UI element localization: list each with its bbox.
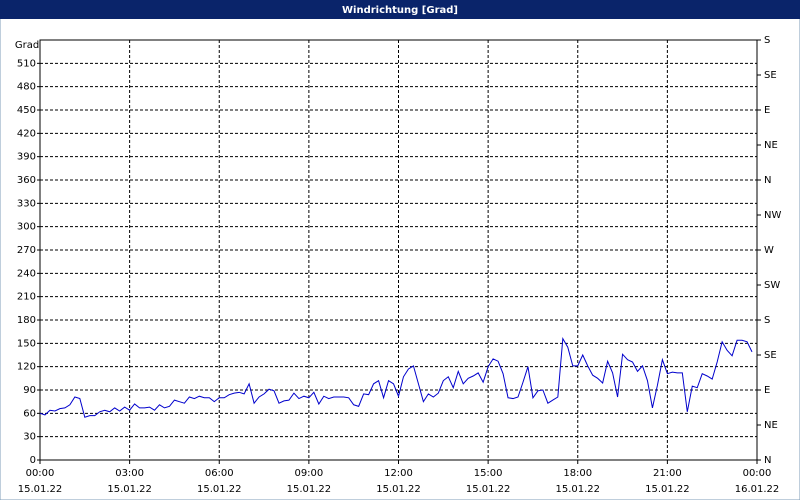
chart-title: Windrichtung [Grad] <box>342 5 458 16</box>
y2-tick-label: NE <box>764 140 778 151</box>
y-tick-label: 420 <box>17 128 36 139</box>
y-tick-label: 180 <box>17 315 36 326</box>
x-tick-date: 15.01.22 <box>107 484 152 495</box>
y-tick-label: 330 <box>17 198 36 209</box>
y2-tick-label: W <box>764 245 774 256</box>
y2-tick-label: NW <box>764 210 781 221</box>
data-line <box>39 337 753 418</box>
x-tick-label: 00:00 <box>26 468 55 479</box>
y-axis-label: Grad <box>15 40 39 51</box>
x-tick-label: 00:00 <box>743 468 772 479</box>
y2-tick-label: NE <box>764 420 778 431</box>
x-tick-label: 15:00 <box>474 468 503 479</box>
x-tick-date: 15.01.22 <box>197 484 242 495</box>
y2-tick-label: SE <box>764 350 777 361</box>
x-tick-date: 15.01.22 <box>376 484 421 495</box>
y-tick-label: 60 <box>23 408 36 419</box>
x-tick-date: 15.01.22 <box>645 484 690 495</box>
y-tick-label: 240 <box>17 268 36 279</box>
y-tick-label: 510 <box>17 58 36 69</box>
y-tick-label: 270 <box>17 245 36 256</box>
y-tick-label: 90 <box>23 385 36 396</box>
title-bar <box>0 0 800 19</box>
y-tick-label: 150 <box>17 338 36 349</box>
y2-tick-label: N <box>764 175 771 186</box>
x-tick-date: 15.01.22 <box>18 484 63 495</box>
y-tick-label: 390 <box>17 152 36 163</box>
y-tick-label: 30 <box>23 432 36 443</box>
y-tick-label: 0 <box>30 455 36 466</box>
y-tick-label: 210 <box>17 292 36 303</box>
y2-tick-label: S <box>764 315 770 326</box>
x-tick-date: 16.01.22 <box>735 484 780 495</box>
y-tick-label: 450 <box>17 105 36 116</box>
x-tick-date: 15.01.22 <box>555 484 600 495</box>
y2-tick-label: E <box>764 385 770 396</box>
y2-tick-label: N <box>764 455 771 466</box>
x-tick-label: 21:00 <box>653 468 682 479</box>
y-tick-label: 120 <box>17 362 36 373</box>
x-tick-date: 15.01.22 <box>287 484 332 495</box>
y-tick-label: 480 <box>17 82 36 93</box>
x-tick-label: 18:00 <box>563 468 592 479</box>
x-tick-date: 15.01.22 <box>466 484 511 495</box>
y-tick-label: 360 <box>17 175 36 186</box>
y2-tick-label: SW <box>764 280 780 291</box>
x-tick-label: 03:00 <box>115 468 144 479</box>
y-tick-label: 300 <box>17 222 36 233</box>
x-tick-label: 12:00 <box>384 468 413 479</box>
x-tick-label: 09:00 <box>294 468 323 479</box>
y2-tick-label: S <box>764 35 770 46</box>
y2-tick-label: E <box>764 105 770 116</box>
x-tick-label: 06:00 <box>205 468 234 479</box>
y2-tick-label: SE <box>764 70 777 81</box>
